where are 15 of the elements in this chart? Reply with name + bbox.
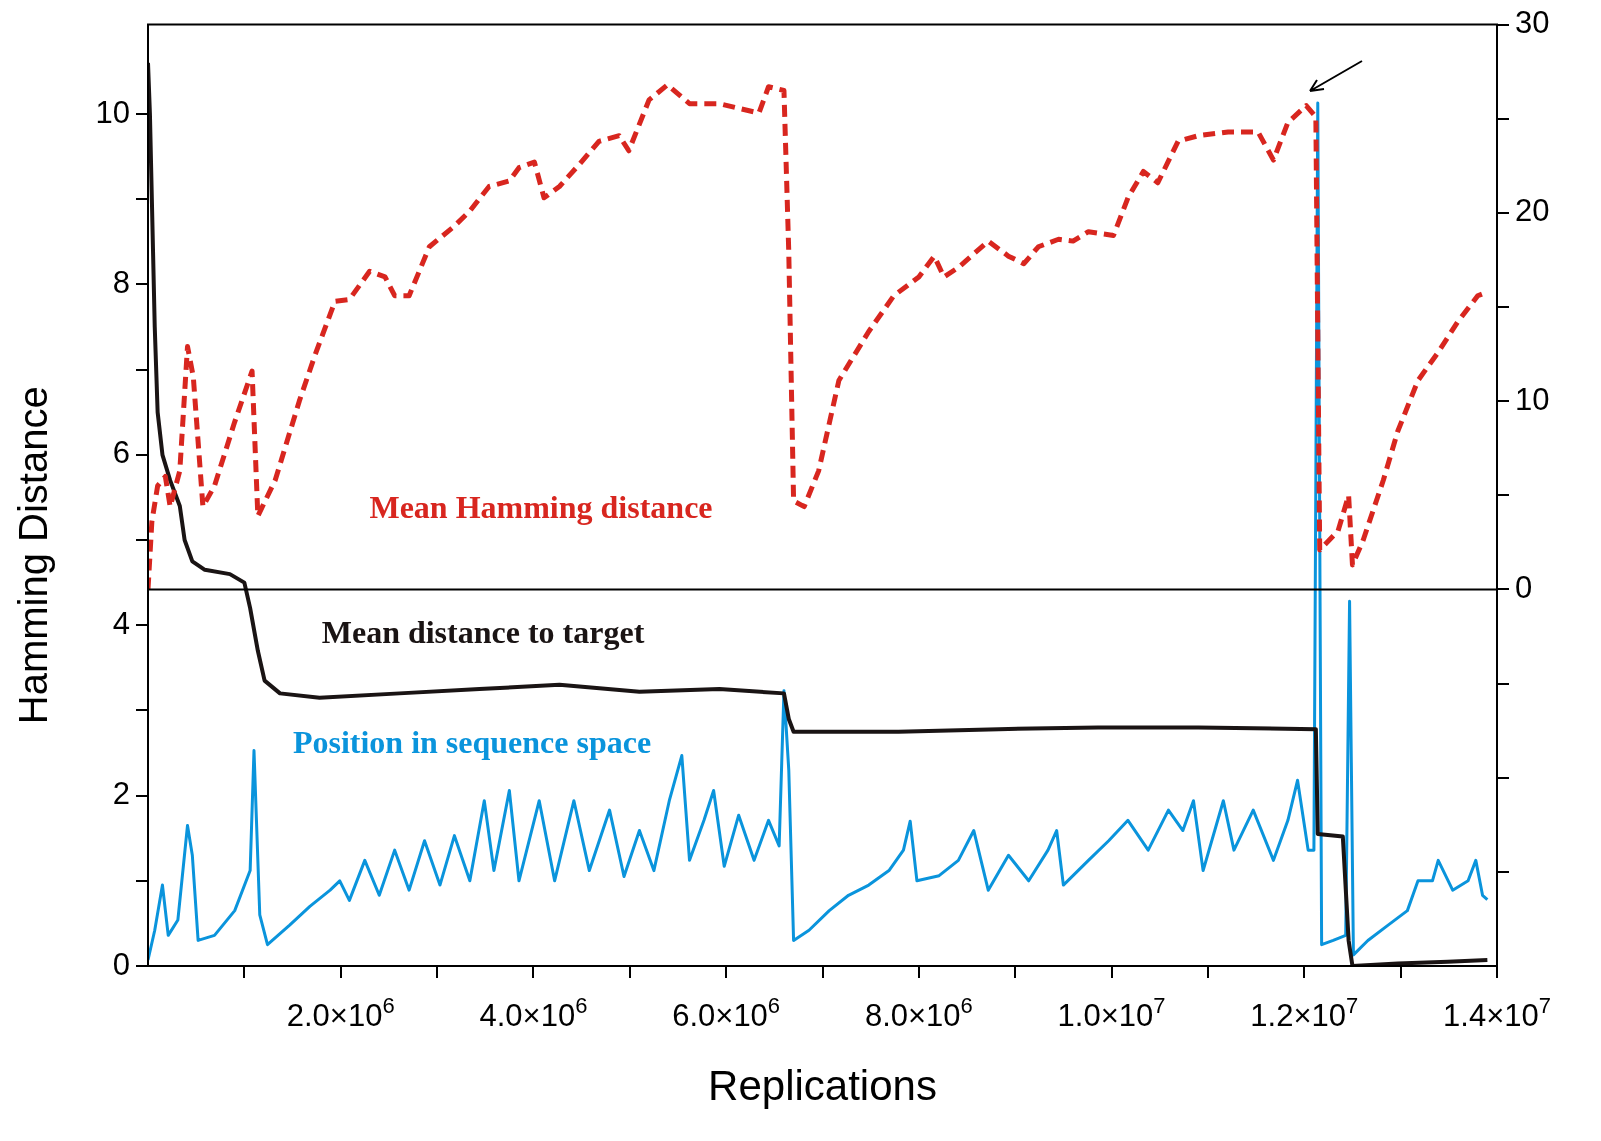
y-tick-label: 2 xyxy=(112,776,130,812)
y-tick-label: 6 xyxy=(112,435,130,471)
y-tick-label: 10 xyxy=(95,94,130,130)
y-axis-title: Hamming Distance xyxy=(11,386,56,725)
y2-tick-label: 30 xyxy=(1515,5,1550,41)
y-tick-label: 4 xyxy=(112,605,130,641)
series-label: Position in sequence space xyxy=(292,724,652,761)
y-tick-label: 8 xyxy=(112,264,130,300)
y2-tick-label: 0 xyxy=(1515,569,1533,605)
y-tick-label: 0 xyxy=(112,946,130,982)
y2-tick-label: 10 xyxy=(1515,381,1550,417)
x-axis-title: Replications xyxy=(708,1061,937,1109)
y2-tick-label: 20 xyxy=(1515,193,1550,229)
series-label: Mean distance to target xyxy=(321,614,645,651)
text: Mean Hamming distance xyxy=(369,489,713,526)
